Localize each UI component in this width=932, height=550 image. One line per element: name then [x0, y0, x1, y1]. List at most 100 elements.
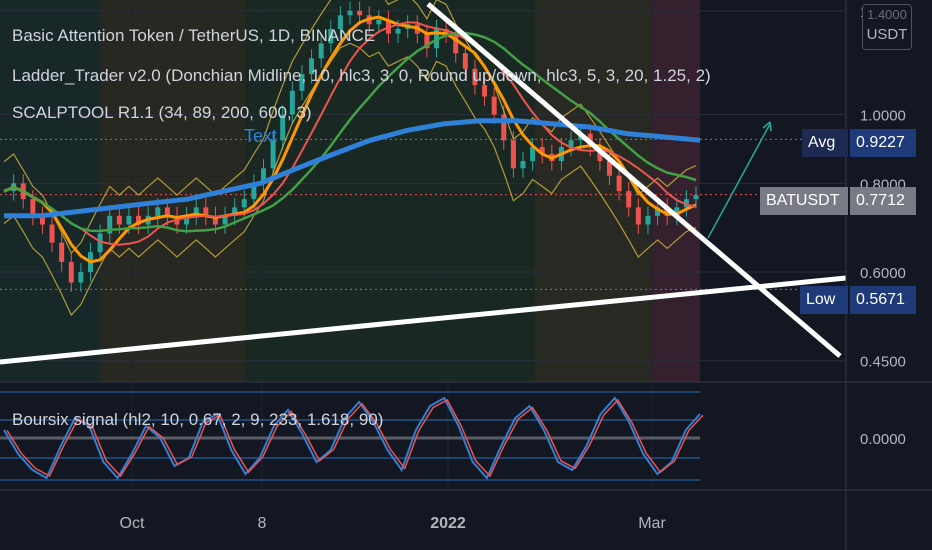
- currency-selector[interactable]: 1.4000 USDT: [862, 4, 912, 50]
- candle-body: [337, 15, 343, 29]
- oscillator-pane: [0, 391, 704, 481]
- candle-body: [222, 215, 228, 225]
- candle-body: [635, 207, 641, 225]
- candle-body: [241, 199, 247, 208]
- support-trendline: [0, 275, 847, 365]
- candle-body: [39, 215, 45, 225]
- candle-body: [607, 161, 612, 176]
- candle-body: [164, 207, 170, 216]
- candle-body: [530, 147, 536, 162]
- currency-tick-top: 1.4000: [867, 7, 907, 22]
- candle-body: [328, 28, 334, 44]
- osc-tick-label: 0.0000: [860, 431, 906, 448]
- candle-body: [645, 215, 651, 225]
- candle-body: [674, 207, 680, 216]
- candle-body: [693, 195, 699, 200]
- candle-body: [318, 43, 324, 59]
- low-tag-value: 0.5671: [850, 286, 916, 314]
- candle-body: [655, 207, 661, 216]
- candle-body: [491, 96, 497, 115]
- candle-body: [347, 10, 353, 16]
- oscillator-label: Boursix signal (hl2, 10, 0.67, 2, 9, 233…: [12, 410, 384, 429]
- candle-body: [68, 261, 74, 283]
- candle-body: [626, 191, 632, 208]
- candle-body: [568, 140, 574, 148]
- candle-body: [126, 215, 132, 225]
- session-band-0: [0, 0, 100, 382]
- candle-body: [424, 33, 430, 49]
- text-annotation: Text: [244, 126, 277, 146]
- candle-body: [299, 74, 305, 91]
- candle-body: [395, 28, 401, 34]
- candle-body: [261, 168, 266, 184]
- avg-tag-value: 0.9227: [850, 129, 916, 157]
- session-bands: [0, 0, 700, 382]
- candle-body: [116, 215, 122, 225]
- candle-body: [203, 207, 209, 216]
- indicator-label-scalptool: SCALPTOOL R1.1 (34, 89, 200, 600, 3): [12, 103, 312, 122]
- low-tag-label: Low: [800, 286, 848, 314]
- donchian-lower: [3, 42, 697, 317]
- price-series: Text: [0, 0, 847, 365]
- session-band-2: [245, 0, 430, 382]
- grid-lines: [0, 0, 846, 490]
- resistance-trendline: [426, 2, 842, 358]
- x-tick-label: 2022: [430, 515, 466, 532]
- symbol-tag-label: BATUSDT: [760, 187, 848, 215]
- currency-label: USDT: [866, 26, 908, 43]
- candle-body: [251, 183, 257, 200]
- candle-body: [193, 207, 199, 216]
- projection-arrow: [707, 123, 771, 239]
- candle-body: [539, 147, 545, 154]
- candle-body: [78, 272, 84, 283]
- candle-body: [155, 207, 161, 216]
- candle-body: [289, 90, 295, 115]
- ma-mid-line: [3, 31, 697, 233]
- x-tick-label: Oct: [120, 515, 145, 532]
- osc-slow-line: [3, 396, 701, 480]
- candle-body: [683, 199, 689, 208]
- candle-body: [462, 53, 468, 69]
- candle-body: [510, 140, 516, 169]
- session-band-4: [535, 0, 652, 382]
- candle-body: [212, 215, 218, 225]
- avg-tag-label: Avg: [802, 129, 848, 157]
- candle-body: [309, 58, 315, 75]
- candle-body: [453, 33, 459, 54]
- candle-body: [270, 140, 276, 169]
- candle-body: [280, 114, 286, 141]
- candle-body: [520, 161, 526, 169]
- y-tick-label: 1.0000: [860, 108, 906, 125]
- candle-body: [107, 215, 113, 234]
- candle-body: [97, 233, 103, 253]
- osc-fast-line: [6, 398, 704, 478]
- x-tick-label: 8: [258, 515, 267, 532]
- candle-body: [357, 10, 363, 16]
- donchian-upper: [3, 0, 697, 255]
- ma-slow-line: [4, 118, 701, 219]
- candle-body: [501, 114, 507, 141]
- session-band-3: [430, 0, 535, 382]
- candle-body: [472, 68, 478, 86]
- indicator-label-ladder: Ladder_Trader v2.0 (Donchian Midline, 10…: [12, 66, 711, 85]
- projection-arrowhead: [762, 121, 772, 132]
- y-tick-label: 0.6000: [860, 265, 906, 282]
- session-band-5: [652, 0, 700, 382]
- candle-body: [376, 19, 382, 25]
- candle-body: [232, 207, 238, 216]
- candle-body: [136, 215, 142, 225]
- candle-body: [184, 215, 190, 225]
- candle-body: [30, 199, 36, 216]
- chart-title: Basic Attention Token / TetherUS, 1D, BI…: [12, 26, 376, 45]
- symbol-tag-value: 0.7712: [850, 187, 916, 215]
- y-tick-label: 0.4500: [860, 354, 906, 371]
- x-tick-label: Mar: [638, 515, 666, 532]
- candle-body: [482, 85, 488, 97]
- ma-fast-line: [3, 21, 697, 246]
- candle-body: [59, 242, 65, 262]
- candle-body: [616, 175, 622, 192]
- candle-body: [49, 224, 55, 243]
